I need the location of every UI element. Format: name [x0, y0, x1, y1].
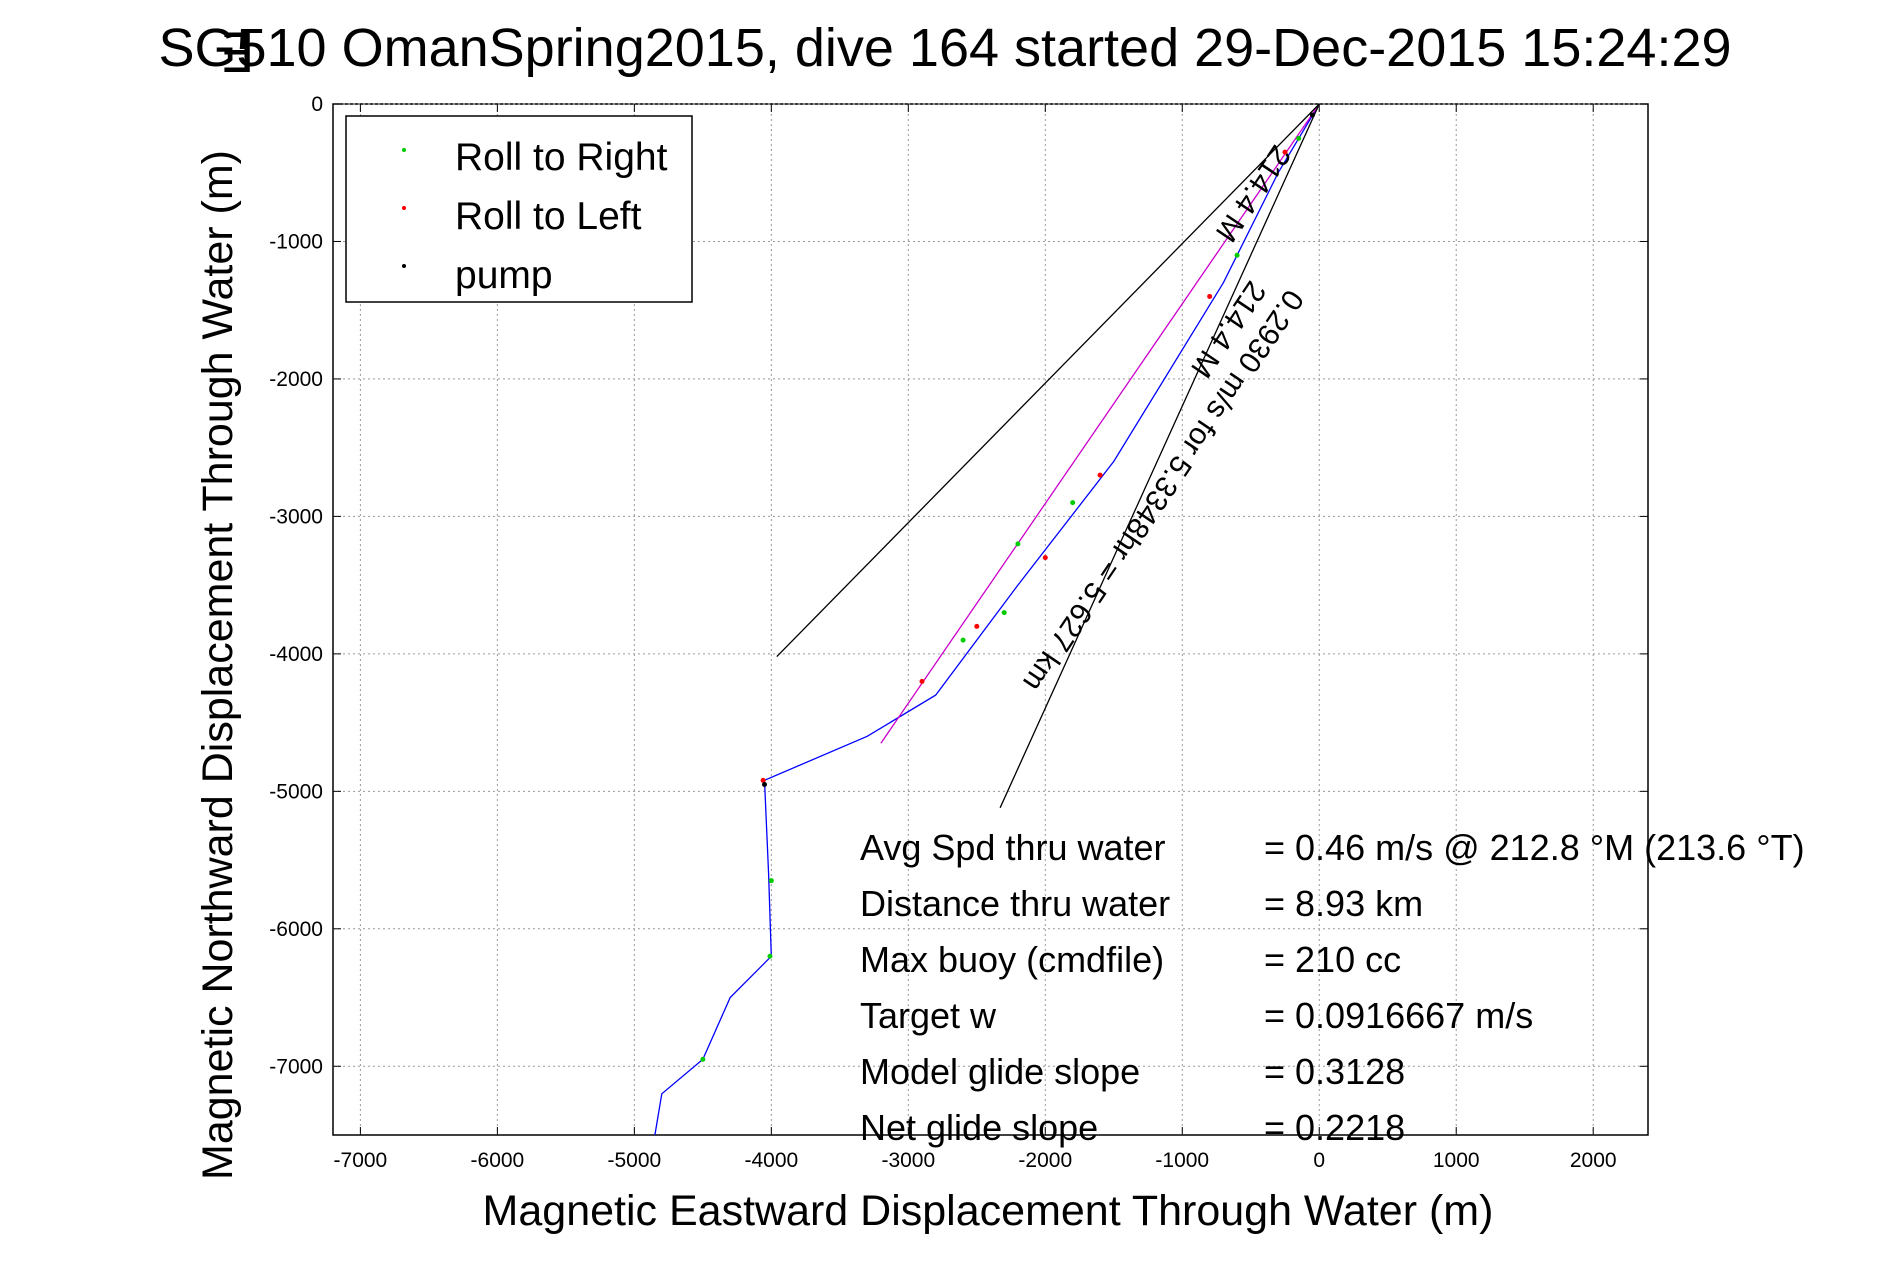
- title-overlap-glyph: ∃: [219, 24, 253, 84]
- series: [654, 103, 1320, 1136]
- x-axis-label: Magnetic Eastward Displacement Through W…: [483, 1187, 1494, 1235]
- point-roll-to-left: [1042, 555, 1048, 561]
- info-label-max-buoy: Max buoy (cmdfile): [860, 939, 1164, 980]
- point-roll-to-left: [919, 678, 925, 684]
- x-tick-label: -3000: [881, 1149, 935, 1172]
- legend-marker-pump: [402, 264, 406, 268]
- legend-label-pump: pump: [455, 254, 553, 297]
- info-block: Avg Spd thru water = 0.46 m/s @ 212.8 °M…: [860, 827, 1805, 1148]
- info-label-avg-speed: Avg Spd thru water: [860, 827, 1166, 868]
- legend-label-roll-right: Roll to Right: [455, 136, 668, 179]
- series-line-vector: [880, 103, 1320, 744]
- legend: Roll to Right Roll to Left pump: [345, 115, 693, 303]
- point-roll-to-right: [960, 637, 966, 643]
- x-tick-label: 0: [1313, 1149, 1325, 1172]
- x-tick-label: -1000: [1155, 1149, 1209, 1172]
- info-label-model-glide: Model glide slope: [860, 1051, 1140, 1092]
- y-tick-label: -5000: [269, 780, 323, 803]
- chart-title: SG510 OmanSpring2015, dive 164 started 2…: [158, 18, 1731, 78]
- y-axis-label: Magnetic Northward Displacement Through …: [194, 150, 242, 1180]
- diagonal-heading-top-text: 214.4 M: [1209, 139, 1297, 247]
- point-roll-to-left: [1097, 472, 1103, 478]
- x-tick-label: -4000: [744, 1149, 798, 1172]
- plot-area: [332, 103, 1649, 1136]
- legend-marker-roll-right: [402, 148, 406, 152]
- point-roll-to-left: [974, 623, 980, 629]
- point-roll-to-right: [1070, 500, 1076, 506]
- x-tick-label: 2000: [1570, 1149, 1617, 1172]
- point-roll-to-left: [760, 777, 766, 783]
- point-pump: [1309, 112, 1315, 118]
- info-value-max-buoy: = 210 cc: [1264, 939, 1401, 980]
- point-roll-to-right: [768, 878, 774, 884]
- info-value-net-glide: = 0.2218: [1264, 1107, 1405, 1148]
- info-label-target-w: Target w: [860, 995, 997, 1036]
- info-value-distance: = 8.93 km: [1264, 883, 1423, 924]
- x-tick-label: -5000: [607, 1149, 661, 1172]
- point-pump: [761, 781, 767, 787]
- ticks: -7000 -6000 -5000 -4000 -3000 -2000 -1000 0 1000…: [269, 93, 1648, 1172]
- point-roll-to-left: [1207, 293, 1213, 299]
- point-roll-to-right: [1296, 135, 1302, 141]
- y-tick-label: -7000: [269, 1055, 323, 1078]
- y-tick-label: -4000: [269, 643, 323, 666]
- y-tick-label: 0: [311, 93, 323, 116]
- x-tick-label: -6000: [471, 1149, 525, 1172]
- legend-label-roll-left: Roll to Left: [455, 195, 642, 238]
- legend-marker-roll-left: [402, 206, 406, 210]
- y-tick-label: -3000: [269, 505, 323, 528]
- info-value-avg-speed: = 0.46 m/s @ 212.8 °M (213.6 °T): [1264, 827, 1805, 868]
- point-roll-to-right: [1234, 252, 1240, 258]
- info-label-distance: Distance thru water: [860, 883, 1170, 924]
- point-roll-to-right: [1001, 610, 1007, 616]
- y-tick-label: -1000: [269, 230, 323, 253]
- y-tick-label: -6000: [269, 918, 323, 941]
- x-tick-label: -2000: [1018, 1149, 1072, 1172]
- x-tick-label: 1000: [1433, 1149, 1480, 1172]
- diagonal-speed-text: 0.2930 m/s for 5.3348hr = 5.627 km: [1016, 284, 1310, 697]
- point-roll-to-right: [700, 1056, 706, 1062]
- info-label-net-glide: Net glide slope: [860, 1107, 1098, 1148]
- point-roll-to-right: [767, 953, 773, 959]
- point-roll-to-left: [1282, 149, 1288, 155]
- series-line-cone: [776, 103, 1320, 809]
- info-value-target-w: = 0.0916667 m/s: [1264, 995, 1533, 1036]
- x-tick-label: -7000: [334, 1149, 388, 1172]
- series-line-track: [654, 103, 1320, 1136]
- y-tick-label: -2000: [269, 368, 323, 391]
- info-value-model-glide: = 0.3128: [1264, 1051, 1405, 1092]
- point-roll-to-right: [1015, 541, 1021, 547]
